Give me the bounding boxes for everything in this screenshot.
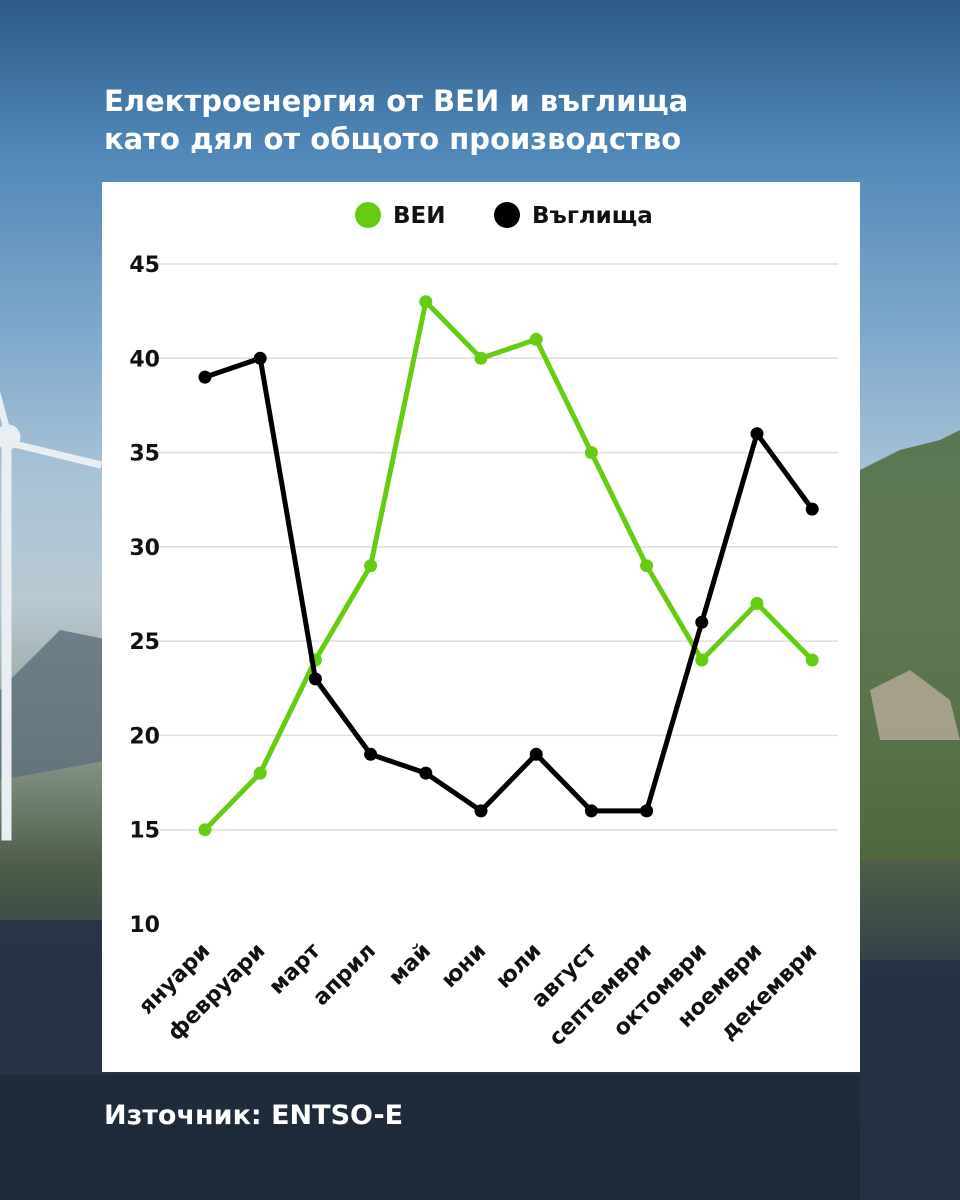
data-point bbox=[529, 332, 543, 346]
chart-title: Електроенергия от ВЕИ и въглища като дял… bbox=[104, 82, 864, 158]
y-tick-label: 20 bbox=[129, 724, 160, 749]
x-tick-label: декември bbox=[716, 939, 822, 1045]
data-point bbox=[805, 502, 819, 516]
data-point bbox=[750, 596, 764, 610]
data-point bbox=[529, 747, 543, 761]
data-point bbox=[640, 559, 654, 573]
title-line-1: Електроенергия от ВЕИ и въглища bbox=[104, 84, 689, 118]
data-point bbox=[364, 559, 378, 573]
data-point bbox=[253, 351, 267, 365]
data-point bbox=[750, 427, 764, 441]
wind-turbine bbox=[0, 392, 103, 841]
y-tick-label: 40 bbox=[129, 347, 160, 372]
y-tick-label: 15 bbox=[129, 819, 160, 844]
legend-label: ВЕИ bbox=[393, 203, 446, 229]
y-tick-label: 35 bbox=[129, 442, 160, 467]
solar-field-right bbox=[860, 960, 960, 1200]
chart-card: 45 40 35 30 25 20 15 10 януари февруари март април м… bbox=[102, 182, 860, 1072]
series-line-2 bbox=[202, 355, 815, 814]
mountain-right bbox=[860, 430, 960, 860]
data-point bbox=[474, 351, 488, 365]
source-label: Източник: ENTSO-E bbox=[104, 1100, 404, 1131]
data-point bbox=[364, 747, 378, 761]
data-point bbox=[805, 653, 819, 667]
solar-field-bottom bbox=[0, 1075, 960, 1200]
data-point bbox=[584, 804, 598, 818]
data-point bbox=[419, 295, 433, 309]
data-point bbox=[640, 804, 654, 818]
data-point bbox=[584, 446, 598, 460]
y-tick-label: 25 bbox=[129, 630, 160, 655]
y-tick-label: 30 bbox=[129, 536, 160, 561]
data-point bbox=[695, 615, 709, 629]
x-tick-label: май bbox=[384, 939, 436, 991]
x-tick-label: юни bbox=[437, 939, 491, 993]
data-point bbox=[419, 766, 433, 780]
x-tick-label: април bbox=[308, 939, 380, 1011]
y-tick-label: 45 bbox=[129, 253, 160, 278]
data-point bbox=[198, 823, 212, 837]
rocks-right bbox=[870, 670, 960, 740]
y-tick-label: 10 bbox=[129, 913, 160, 938]
title-line-2: като дял от общото производство bbox=[104, 122, 682, 156]
data-point bbox=[253, 766, 267, 780]
data-point bbox=[198, 370, 212, 384]
data-point bbox=[474, 804, 488, 818]
data-point bbox=[308, 672, 322, 686]
mountain-left bbox=[0, 630, 110, 780]
data-point bbox=[695, 653, 709, 667]
series-line-1 bbox=[202, 299, 815, 833]
legend-marker bbox=[355, 202, 381, 228]
legend-marker bbox=[494, 202, 520, 228]
legend-label: Въглища bbox=[532, 203, 653, 229]
